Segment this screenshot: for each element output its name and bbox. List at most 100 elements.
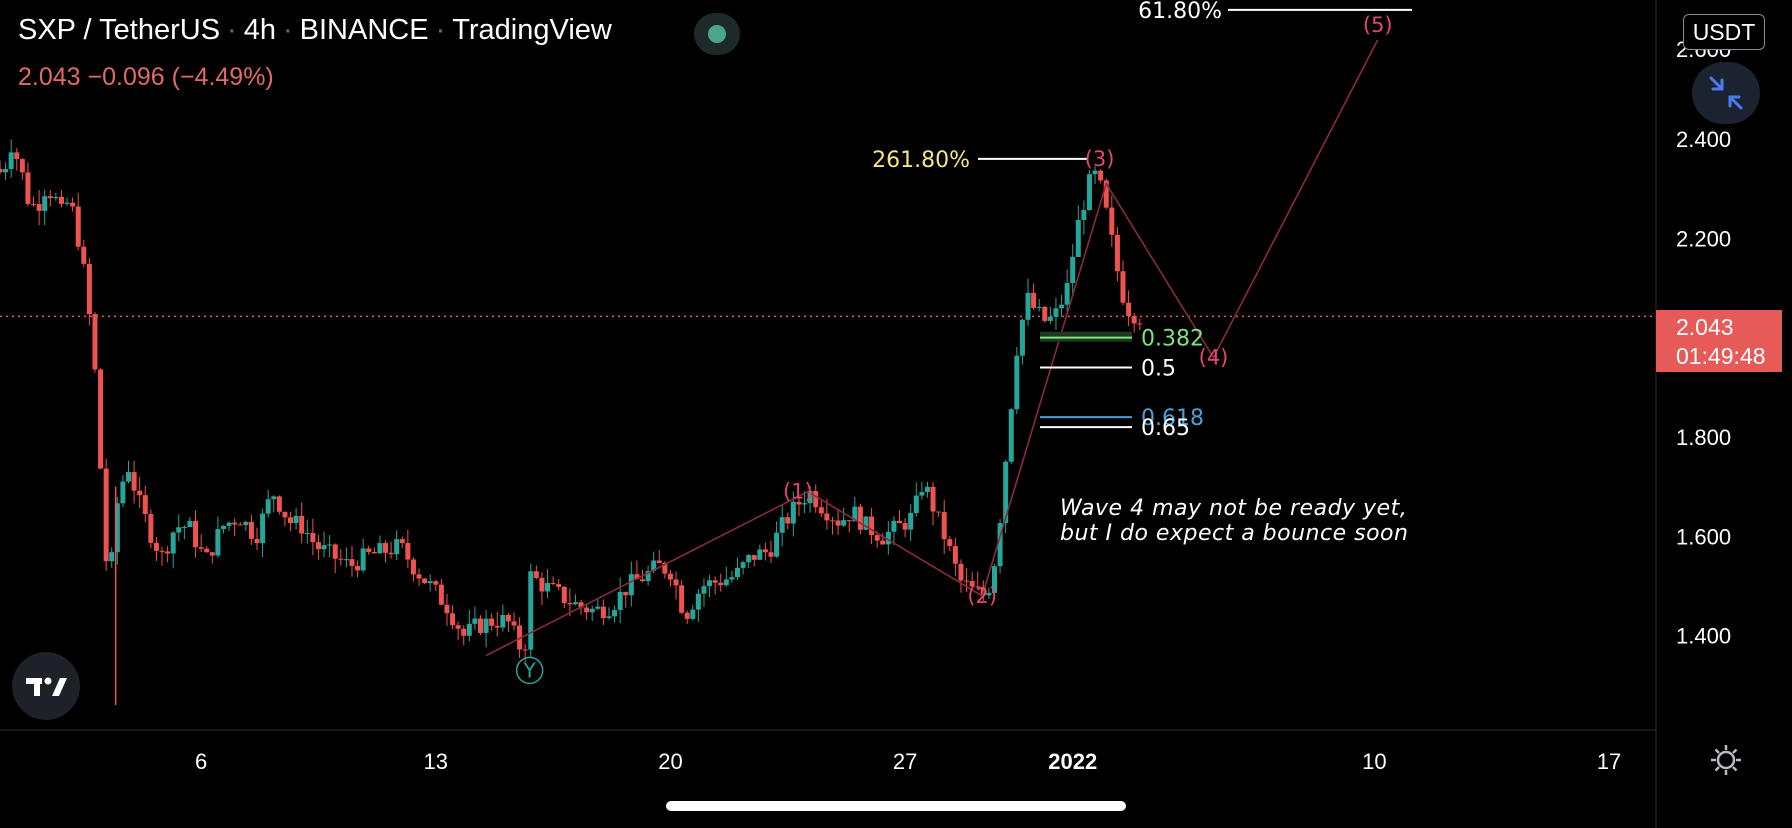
candle-body	[8, 152, 14, 169]
candle-body	[276, 496, 282, 512]
candle-body	[260, 513, 266, 544]
candle-body	[1036, 306, 1042, 308]
candle-body	[1042, 306, 1048, 321]
candle-body	[265, 499, 271, 514]
symbol-title[interactable]: SXP / TetherUS · 4h · BINANCE · TradingView	[18, 14, 612, 46]
candle-body	[606, 616, 612, 619]
settings-button[interactable]	[1708, 742, 1744, 778]
candle-body	[707, 580, 713, 587]
candle-body	[829, 520, 835, 522]
candle-body	[53, 196, 59, 199]
candle-body	[193, 520, 199, 548]
candle-body	[165, 551, 171, 554]
wave-label: (1)	[783, 480, 813, 504]
annotation-note[interactable]: Wave 4 may not be ready yet, but I do ex…	[1060, 496, 1408, 546]
candle-body	[232, 522, 238, 525]
axes-layer: 1.4001.6001.8002.2002.4002.600Dec6132027…	[0, 0, 1731, 828]
candle-body	[248, 521, 254, 539]
candle-body	[461, 628, 467, 636]
candle-body	[533, 571, 539, 579]
x-tick-label: 2022	[1048, 749, 1097, 774]
candle-body	[1081, 209, 1087, 220]
candle-body	[70, 202, 76, 207]
candle-body	[975, 586, 981, 588]
candle-body	[757, 549, 763, 560]
candle-body	[42, 196, 48, 211]
candle-body	[740, 562, 746, 568]
market-status-indicator[interactable]	[694, 13, 740, 55]
x-tick-label: 10	[1362, 749, 1386, 774]
wave-label: (2)	[967, 584, 997, 608]
candle-body	[673, 579, 679, 586]
candle-body	[137, 490, 143, 496]
candle-body	[315, 542, 321, 550]
candle-body	[383, 543, 389, 553]
candle-body	[483, 618, 489, 633]
candle-body	[595, 606, 601, 609]
candle-body	[818, 507, 824, 514]
candle-body	[645, 570, 651, 582]
candle-body	[360, 548, 366, 571]
candle-body	[109, 552, 115, 562]
y-tick-label: 2.200	[1676, 226, 1731, 251]
candle-body	[997, 523, 1003, 567]
candle-body	[891, 520, 897, 532]
currency-button[interactable]: USDT	[1683, 14, 1765, 50]
candle-body	[578, 602, 584, 608]
candle-body	[930, 486, 936, 512]
y-tick-label: 1.400	[1676, 624, 1731, 649]
candle-body	[14, 152, 20, 160]
home-indicator[interactable]	[666, 801, 1126, 811]
candle-body	[790, 501, 796, 524]
candle-body	[746, 555, 752, 563]
candle-body	[31, 203, 37, 205]
candle-body	[986, 592, 992, 596]
candle-body	[304, 533, 310, 535]
candle-body	[768, 552, 774, 557]
last-price: 2.043	[1676, 314, 1734, 340]
candle-body	[690, 609, 696, 619]
candle-body	[640, 579, 646, 582]
candle-body	[600, 606, 606, 619]
candle-body	[254, 538, 260, 544]
candle-body	[215, 529, 221, 556]
candle-body	[338, 558, 344, 560]
candle-body	[438, 584, 444, 605]
candle-body	[1126, 302, 1132, 317]
candle-body	[237, 524, 243, 526]
candle-body	[0, 168, 3, 173]
candle-body	[131, 472, 137, 491]
candle-body	[947, 539, 953, 547]
candle-body	[902, 523, 908, 530]
candle-body	[885, 531, 891, 545]
candle-body	[852, 506, 858, 522]
candle-body	[120, 481, 126, 504]
fib-level-label: 0.618	[1141, 406, 1204, 431]
candle-body	[958, 563, 964, 581]
candle-body	[81, 246, 87, 264]
candle-body	[572, 602, 578, 605]
candle-body	[321, 545, 327, 550]
candle-body	[86, 263, 92, 315]
candle-body	[1075, 219, 1081, 257]
candle-body	[148, 514, 154, 543]
bar-countdown: 01:49:48	[1676, 343, 1766, 369]
y-tick-label: 1.600	[1676, 524, 1731, 549]
annotation-line-1: Wave 4 may not be ready yet,	[1060, 496, 1408, 521]
candle-body	[517, 625, 523, 650]
candle-body	[64, 202, 70, 204]
candle-body	[343, 559, 349, 561]
candle-body	[450, 613, 456, 626]
collapse-button[interactable]	[1692, 62, 1760, 124]
candle-body	[103, 468, 109, 562]
exchange-label: BINANCE	[299, 14, 429, 46]
candle-body	[796, 501, 802, 505]
tradingview-logo-button[interactable]	[12, 652, 80, 720]
candle-body	[936, 511, 942, 513]
candle-body	[187, 520, 193, 528]
candle-body	[729, 577, 735, 580]
candle-body	[908, 512, 914, 530]
x-tick-label: 27	[893, 749, 917, 774]
candle-body	[1092, 170, 1098, 175]
